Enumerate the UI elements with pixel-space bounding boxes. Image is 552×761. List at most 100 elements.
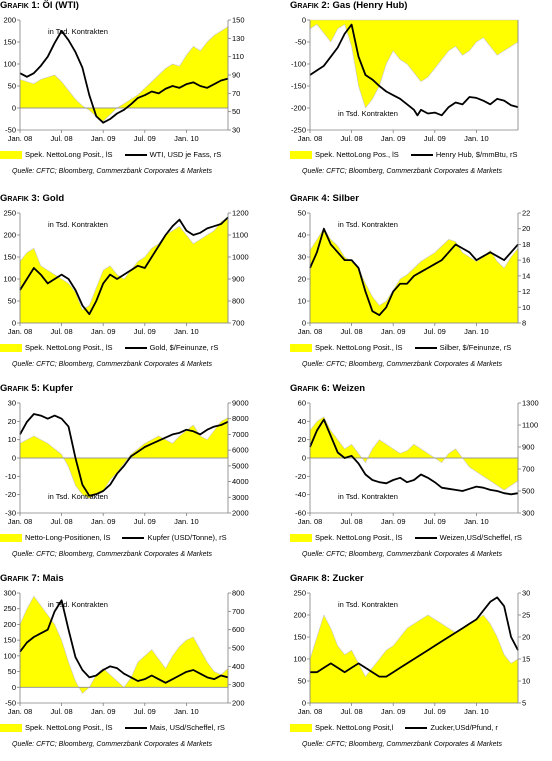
chart-annotation: in Tsd. Kontrakten <box>48 27 108 36</box>
x-tick-label: Jan. 10 <box>174 707 199 716</box>
legend-area-label: Netto-Long-Positionen, lS <box>25 533 111 542</box>
right-tick-label: 130 <box>232 34 245 43</box>
chart-title-text: Weizen <box>332 383 366 394</box>
chart-svg: -60 -40 -20 0 20 40 60 300 500 700 900 1100 1300 Jan.… <box>295 399 539 527</box>
x-tick-label: Jul. 08 <box>341 517 363 526</box>
left-tick-label: -20 <box>295 472 306 481</box>
x-tick-label: Jan. 09 <box>381 327 406 336</box>
legend-line-swatch <box>124 727 147 730</box>
legend-line-swatch <box>410 154 433 157</box>
right-tick-label: 90 <box>232 71 240 80</box>
chart-annotation: in Tsd. Kontrakten <box>48 220 108 229</box>
legend-line-swatch <box>122 537 145 540</box>
chart-source: Quelle: CFTC; Bloomberg, Commerzbank Cor… <box>12 168 212 175</box>
chart-panel-5: Grafik 5: Kupfer -30 -20 -10 0 10 20 30 2000 3000… <box>0 383 262 569</box>
chart-source: Quelle: CFTC; Bloomberg, Commerzbank Cor… <box>302 168 502 175</box>
legend-area-label: Spek. NettoLong Pos., lS <box>315 150 399 159</box>
chart-title-text: Mais <box>42 573 64 584</box>
right-tick-label: 700 <box>522 465 535 474</box>
x-tick-label: Jul. 08 <box>341 134 363 143</box>
right-tick-label: 3000 <box>232 493 249 502</box>
x-tick-label: Jan. 10 <box>464 327 489 336</box>
left-tick-label: 20 <box>298 275 306 284</box>
left-tick-label: 150 <box>3 253 16 262</box>
left-tick-label: -100 <box>291 60 306 69</box>
right-tick-label: 22 <box>522 209 530 218</box>
right-tick-label: 50 <box>232 107 240 116</box>
chart-title: Grafik 4: Silber <box>290 193 359 204</box>
left-tick-label: -200 <box>291 104 306 113</box>
chart-title-prefix: Grafik <box>0 573 32 584</box>
right-tick-label: 10 <box>522 303 530 312</box>
left-tick-label: 150 <box>3 636 16 645</box>
right-tick-label: 500 <box>522 487 535 496</box>
legend-area-label: Spek. NettoLong Posit., lS <box>315 533 403 542</box>
right-tick-label: 600 <box>232 625 245 634</box>
left-tick-label: 50 <box>8 297 16 306</box>
chart-annotation: in Tsd. Kontrakten <box>338 109 398 118</box>
line-series <box>19 30 229 124</box>
x-tick-label: Jan. 08 <box>8 327 33 336</box>
line-series <box>19 216 229 316</box>
right-tick-label: 300 <box>522 509 535 518</box>
left-tick-label: 0 <box>12 104 16 113</box>
chart-source: Quelle: CFTC; Bloomberg, Commerzbank Cor… <box>12 741 212 748</box>
right-tick-label: 1300 <box>522 399 539 408</box>
right-tick-label: 800 <box>232 297 245 306</box>
x-tick-label: Jul. 08 <box>51 517 73 526</box>
chart-svg: -50 0 50 100 150 200 30 50 70 90 110 130 150 Jan. 08 J… <box>3 16 245 144</box>
chart-title-text: Silber <box>332 193 359 204</box>
chart-svg: 0 10 20 30 40 50 8 10 12 14 16 18 20 22 Jan. 08 Jul. 08… <box>298 209 531 337</box>
x-tick-label: Jul. 08 <box>51 707 73 716</box>
x-tick-label: Jul. 09 <box>134 707 156 716</box>
line-series <box>309 23 519 117</box>
right-tick-label: 5 <box>522 699 526 708</box>
left-tick-label: 200 <box>3 620 16 629</box>
x-tick-label: Jan. 10 <box>174 134 199 143</box>
x-tick-label: Jan. 09 <box>381 517 406 526</box>
left-tick-label: 20 <box>298 435 306 444</box>
area-series <box>309 19 519 109</box>
x-tick-label: Jan. 08 <box>8 134 33 143</box>
legend-line-swatch <box>124 154 147 157</box>
chart-title-prefix: Grafik <box>0 383 32 394</box>
left-tick-label: 30 <box>8 399 16 408</box>
right-tick-label: 150 <box>232 16 245 25</box>
chart-title: Grafik 2: Gas (Henry Hub) <box>290 0 407 11</box>
chart-annotation: in Tsd. Kontrakten <box>48 492 108 501</box>
x-tick-label: Jan. 10 <box>464 134 489 143</box>
left-tick-label: 50 <box>8 82 16 91</box>
line-series <box>19 599 229 684</box>
legend-area-swatch <box>290 151 312 160</box>
legend-line-label: Henry Hub, $/mmBtu, rS <box>435 150 518 159</box>
x-tick-label: Jan. 09 <box>381 707 406 716</box>
left-tick-label: 250 <box>3 209 16 218</box>
right-tick-label: 1200 <box>232 209 249 218</box>
left-tick-label: -30 <box>5 509 16 518</box>
left-tick-label: 100 <box>3 60 16 69</box>
right-tick-label: 8 <box>522 319 526 328</box>
right-tick-label: 7000 <box>232 430 249 439</box>
chart-title-text: Kupfer <box>42 383 74 394</box>
right-tick-label: 5000 <box>232 461 249 470</box>
legend-area-swatch <box>290 534 312 543</box>
legend-line-swatch <box>405 727 428 730</box>
left-tick-label: 50 <box>8 667 16 676</box>
chart-source: Quelle: CFTC; Bloomberg, Commerzbank Cor… <box>12 361 212 368</box>
right-tick-label: 200 <box>232 699 245 708</box>
chart-svg: 0 50 100 150 200 250 5 10 15 20 25 30 Jan. 08 Jul. 08… <box>293 589 530 717</box>
legend-area-swatch <box>0 344 22 353</box>
right-tick-label: 15 <box>522 655 530 664</box>
legend-line-label: Weizen,USd/Scheffel, rS <box>439 533 522 542</box>
area-series <box>19 595 229 695</box>
legend-line-swatch <box>124 347 147 350</box>
chart-annotation: in Tsd. Kontrakten <box>338 220 398 229</box>
x-tick-label: Jan. 08 <box>298 707 323 716</box>
right-tick-label: 1000 <box>232 253 249 262</box>
chart-title-number: 2: <box>321 0 333 11</box>
chart-source: Quelle: CFTC; Bloomberg, Commerzbank Cor… <box>302 551 502 558</box>
chart-source: Quelle: CFTC; Bloomberg, Commerzbank Cor… <box>302 361 502 368</box>
left-tick-label: 150 <box>3 38 16 47</box>
x-tick-label: Jan. 09 <box>91 517 116 526</box>
x-tick-label: Jan. 09 <box>91 327 116 336</box>
